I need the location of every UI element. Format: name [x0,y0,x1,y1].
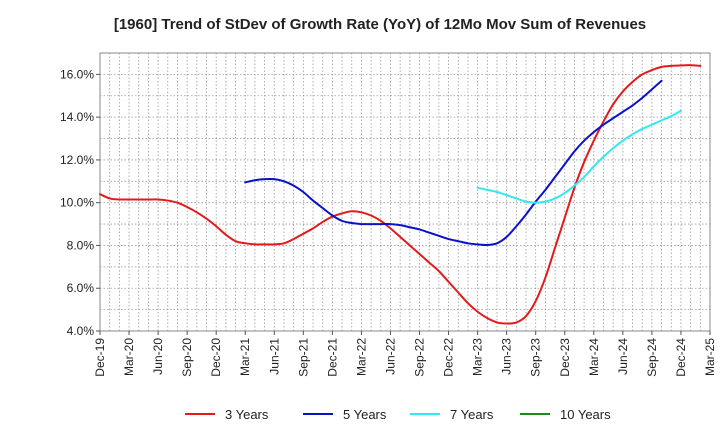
y-tick-label: 4.0% [67,324,95,338]
x-axis: Dec-19 Mar-20 Jun-20 Sep-20 Dec-20 Mar-21 Jun-… [93,331,717,377]
legend-label-10-years: 10 Years [560,407,611,422]
x-tick-label: Sep-22 [413,338,427,377]
x-tick-label: Sep-23 [529,338,543,377]
y-tick-label: 14.0% [60,110,94,124]
x-tick-label: Jun-24 [616,338,630,375]
x-tick-label: Mar-24 [587,338,601,376]
x-tick-label: Mar-23 [471,338,485,376]
series-lines [99,64,702,325]
x-tick-label: Sep-20 [180,338,194,377]
x-tick-label: Dec-21 [325,338,339,377]
legend-label-3-years: 3 Years [225,407,269,422]
x-tick-label: Dec-22 [442,338,456,377]
series-line-7-years [476,109,682,204]
y-tick-label: 12.0% [60,153,94,167]
y-tick-label: 8.0% [67,238,95,252]
x-tick-label: Dec-20 [209,338,223,377]
x-tick-label: Jun-20 [151,338,165,375]
x-tick-label: Sep-24 [645,338,659,377]
y-tick-label: 16.0% [60,67,94,81]
x-tick-label: Dec-24 [674,338,688,377]
plot-area-frame [99,52,711,332]
x-tick-label: Jun-23 [500,338,514,375]
series-line-5-years [244,79,663,247]
x-tick-label: Dec-19 [93,338,107,377]
x-tick-label: Sep-21 [296,338,310,377]
legend: 3 Years 5 Years 7 Years 10 Years [185,407,611,422]
legend-label-5-years: 5 Years [343,407,387,422]
chart-title: [1960] Trend of StDev of Growth Rate (Yo… [114,16,646,33]
x-tick-label: Mar-25 [703,338,717,376]
vertical-grid [109,53,701,331]
y-axis: 4.0% 6.0% 8.0% 10.0% 12.0% 14.0% 16.0% [60,67,100,338]
y-tick-label: 10.0% [60,196,94,210]
horizontal-grid [100,73,710,311]
x-tick-label: Dec-23 [558,338,572,377]
x-tick-label: Jun-22 [383,338,397,375]
x-tick-label: Mar-20 [122,338,136,376]
y-tick-label: 6.0% [67,281,95,295]
x-tick-label: Mar-21 [238,338,252,376]
legend-label-7-years: 7 Years [450,407,494,422]
x-tick-label: Mar-22 [354,338,368,376]
x-tick-label: Jun-21 [267,338,281,375]
